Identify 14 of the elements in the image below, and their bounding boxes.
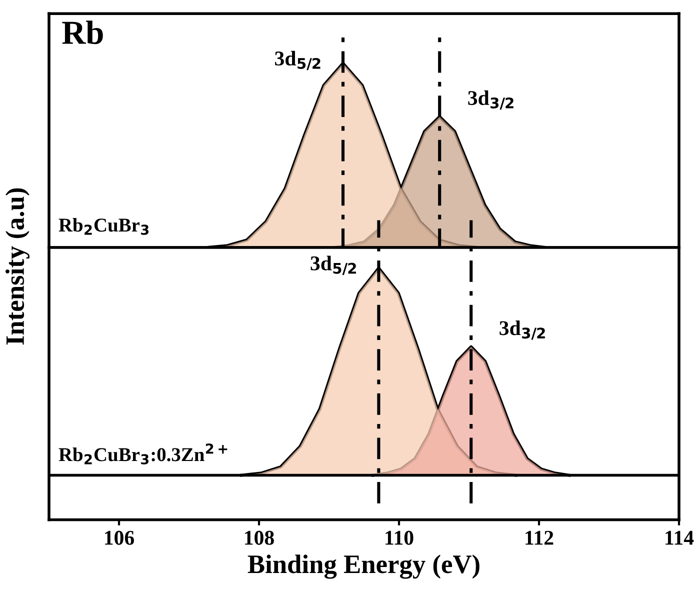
annotation: 3d$_{5/2}$	[310, 256, 356, 275]
x-tick-label: 106	[105, 530, 134, 545]
x-axis-title: Binding Energy (eV)	[248, 554, 480, 579]
annotation: Rb$_{2}$CuBr$_{3}$	[58, 218, 149, 235]
x-tick-label: 108	[245, 530, 274, 545]
chart-title: Rb	[62, 20, 103, 44]
annotation: Rb$_{2}$CuBr$_{3}$:0.3Zn$^{2+}$	[58, 443, 228, 464]
annotation: 3d$_{3/2}$	[468, 90, 514, 110]
annotation: 3d$_{3/2}$	[500, 320, 545, 340]
annotation: 3d$_{5/2}$	[275, 50, 320, 70]
x-tick-label: 114	[666, 530, 694, 545]
x-tick-label: 112	[526, 530, 554, 545]
x-tick-label: 110	[386, 530, 414, 545]
y-axis-title: Intensity (a.u)	[5, 188, 30, 345]
